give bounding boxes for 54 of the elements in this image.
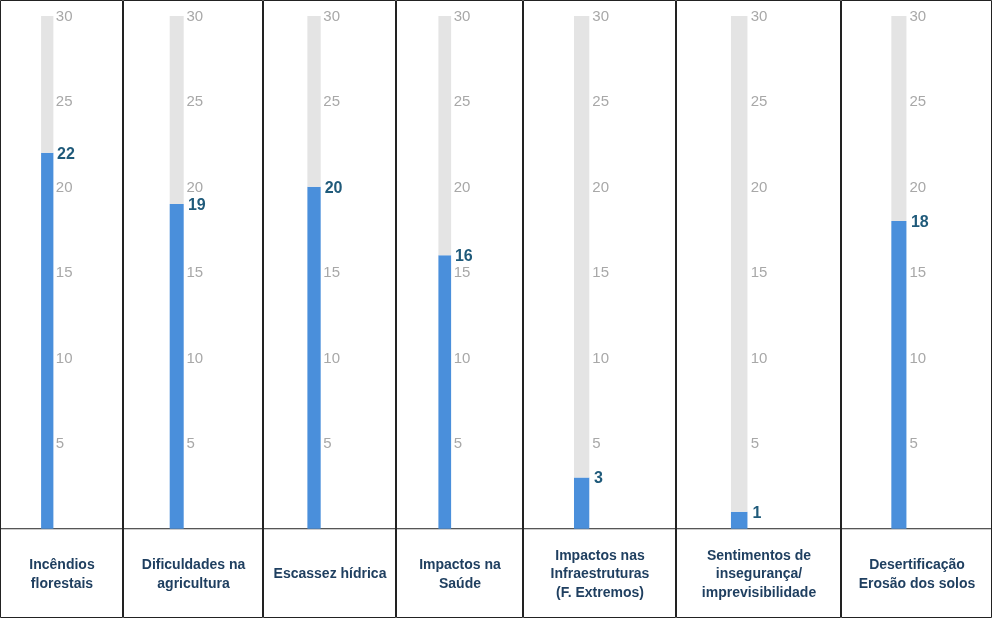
- data-label: 16: [454, 247, 473, 265]
- y-tick-label: 25: [323, 92, 341, 110]
- y-tick-label: 30: [186, 6, 204, 24]
- y-tick-label: 30: [323, 6, 341, 24]
- y-tick-label: 20: [750, 177, 768, 195]
- x-tick-label: Sentimentos de insegurança/ imprevisibilidade: [701, 546, 817, 600]
- y-tick-label: 10: [453, 348, 471, 366]
- y-tick-label: 10: [55, 348, 73, 366]
- y-tick-label: 25: [592, 92, 610, 110]
- x-tick-label: Desertificação Erosão dos solos: [858, 556, 976, 591]
- y-tick-label: 10: [750, 348, 768, 366]
- y-tick-label: 10: [323, 348, 341, 366]
- y-tick-label: 10: [909, 348, 927, 366]
- y-tick-label: 15: [592, 263, 610, 281]
- y-tick-label: 25: [186, 92, 204, 110]
- y-tick-label: 5: [186, 434, 195, 452]
- y-tick-label: 10: [186, 348, 204, 366]
- y-tick-label: 20: [592, 177, 610, 195]
- y-tick-label: 5: [453, 434, 462, 452]
- y-tick-label: 30: [750, 6, 768, 24]
- y-tick-label: 15: [909, 263, 927, 281]
- y-tick-label: 5: [592, 434, 601, 452]
- y-tick-label: 15: [453, 263, 471, 281]
- y-tick-label: 30: [909, 6, 927, 24]
- y-tick-label: 25: [750, 92, 768, 110]
- y-tick-label: 25: [453, 92, 471, 110]
- x-tick-label: Impactos na Saúde: [419, 556, 502, 591]
- y-tick-label: 15: [323, 263, 341, 281]
- y-tick-label: 30: [592, 6, 610, 24]
- y-tick-label: 5: [750, 434, 760, 452]
- y-tick-label: 20: [453, 177, 471, 195]
- data-label: 1: [752, 503, 762, 521]
- x-tick-label: Incêndios florestais: [29, 556, 95, 591]
- data-label: 18: [910, 213, 929, 231]
- y-tick-label: 30: [453, 6, 471, 24]
- x-tick-label: Impactos nas Infraestruturas (F. Extremos): [550, 546, 650, 600]
- data-label: 22: [57, 144, 75, 162]
- x-tick-label: Escassez hídrica: [273, 565, 387, 582]
- y-tick-label: 30: [55, 6, 73, 24]
- data-label: 3: [593, 469, 603, 487]
- y-tick-label: 5: [55, 434, 65, 452]
- y-tick-label: 15: [55, 263, 73, 281]
- y-tick-label: 25: [55, 92, 73, 110]
- y-tick-label: 5: [909, 434, 918, 452]
- y-tick-label: 20: [186, 177, 204, 195]
- y-tick-label: 5: [323, 434, 332, 452]
- y-tick-label: 15: [750, 263, 768, 281]
- y-tick-label: 10: [592, 348, 610, 366]
- y-tick-label: 20: [55, 177, 73, 195]
- y-tick-label: 15: [186, 263, 204, 281]
- x-tick-label: Dificuldades na agricultura: [141, 556, 246, 591]
- y-tick-label: 25: [909, 92, 927, 110]
- y-tick-label: 20: [909, 177, 927, 195]
- data-label: 19: [187, 195, 206, 213]
